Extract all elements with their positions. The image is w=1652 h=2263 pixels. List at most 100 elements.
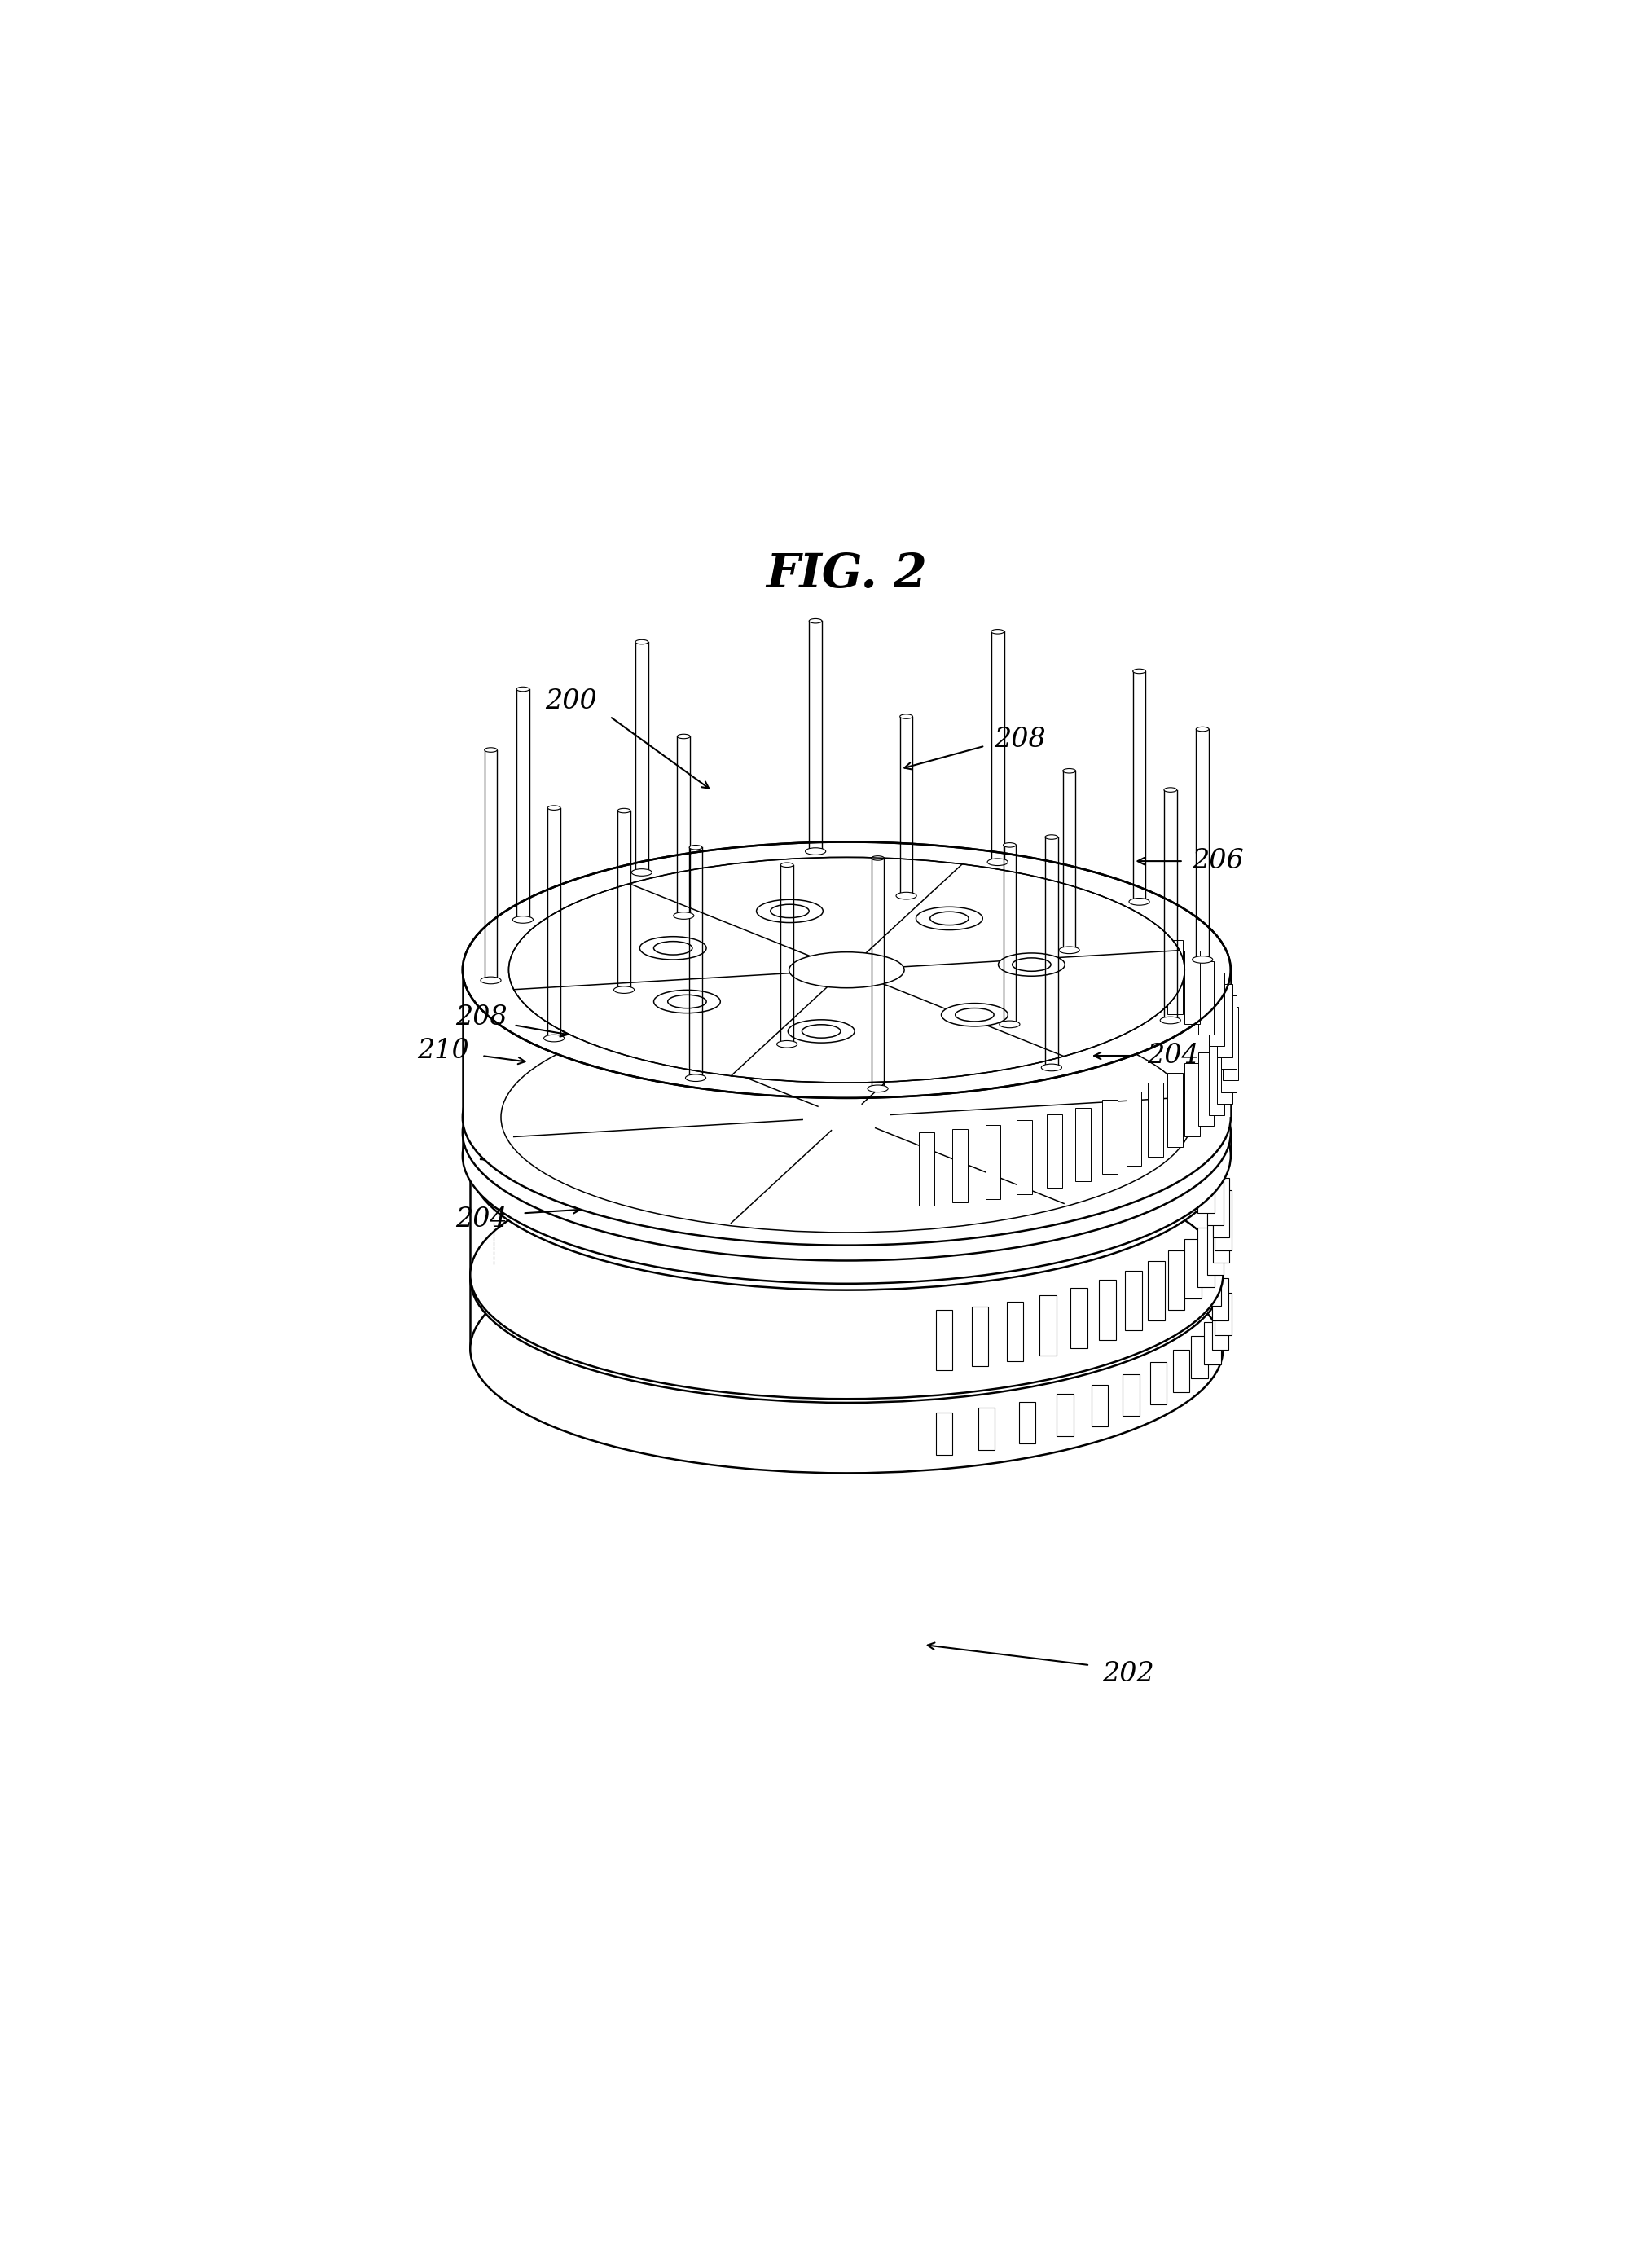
Ellipse shape xyxy=(471,1150,1222,1399)
FancyBboxPatch shape xyxy=(1075,905,1090,980)
FancyBboxPatch shape xyxy=(953,1129,968,1202)
Ellipse shape xyxy=(915,907,983,930)
FancyBboxPatch shape xyxy=(1168,941,1183,1014)
FancyBboxPatch shape xyxy=(1184,1240,1201,1299)
FancyBboxPatch shape xyxy=(1209,973,1224,1046)
Ellipse shape xyxy=(654,989,720,1014)
Ellipse shape xyxy=(790,953,904,989)
FancyBboxPatch shape xyxy=(1213,1204,1229,1263)
FancyBboxPatch shape xyxy=(1039,1294,1056,1356)
FancyBboxPatch shape xyxy=(1123,1211,1140,1254)
FancyBboxPatch shape xyxy=(1148,1082,1163,1156)
Text: 206: 206 xyxy=(1193,849,1244,874)
Ellipse shape xyxy=(674,912,694,919)
Ellipse shape xyxy=(544,1034,565,1041)
Ellipse shape xyxy=(930,912,968,926)
Ellipse shape xyxy=(463,1027,1231,1283)
Ellipse shape xyxy=(667,996,707,1009)
FancyBboxPatch shape xyxy=(1213,1177,1229,1238)
Ellipse shape xyxy=(928,1003,940,1007)
FancyBboxPatch shape xyxy=(1168,1073,1183,1147)
FancyBboxPatch shape xyxy=(1075,1107,1090,1181)
FancyBboxPatch shape xyxy=(1102,1100,1117,1174)
Ellipse shape xyxy=(512,917,534,923)
Ellipse shape xyxy=(788,1021,854,1043)
Ellipse shape xyxy=(909,1150,938,1161)
FancyBboxPatch shape xyxy=(1198,1227,1214,1288)
Ellipse shape xyxy=(999,1021,1019,1027)
Polygon shape xyxy=(776,1349,917,1439)
Ellipse shape xyxy=(991,629,1004,634)
Ellipse shape xyxy=(801,1025,841,1039)
FancyBboxPatch shape xyxy=(935,1310,953,1369)
Ellipse shape xyxy=(618,808,631,812)
FancyBboxPatch shape xyxy=(1125,1109,1142,1170)
Ellipse shape xyxy=(1046,835,1057,840)
Ellipse shape xyxy=(689,844,702,849)
FancyBboxPatch shape xyxy=(1204,1322,1221,1365)
Text: 200: 200 xyxy=(545,688,598,715)
FancyBboxPatch shape xyxy=(1125,1272,1142,1331)
Ellipse shape xyxy=(677,733,691,738)
Ellipse shape xyxy=(882,1446,914,1457)
FancyBboxPatch shape xyxy=(1099,1281,1115,1340)
FancyBboxPatch shape xyxy=(1057,1190,1074,1233)
FancyBboxPatch shape xyxy=(1214,1292,1231,1335)
FancyBboxPatch shape xyxy=(1127,921,1142,996)
Ellipse shape xyxy=(1062,769,1075,774)
FancyBboxPatch shape xyxy=(953,885,968,957)
FancyBboxPatch shape xyxy=(1173,1349,1189,1392)
FancyBboxPatch shape xyxy=(1092,1202,1108,1242)
FancyBboxPatch shape xyxy=(1191,1335,1208,1378)
FancyBboxPatch shape xyxy=(1184,950,1199,1025)
FancyBboxPatch shape xyxy=(971,1075,988,1134)
Text: 204: 204 xyxy=(1146,1043,1199,1068)
FancyBboxPatch shape xyxy=(1204,1263,1221,1306)
Polygon shape xyxy=(885,1159,988,1179)
Text: 208: 208 xyxy=(993,726,1046,754)
Ellipse shape xyxy=(770,905,809,919)
FancyBboxPatch shape xyxy=(1148,1260,1165,1322)
FancyBboxPatch shape xyxy=(1019,1184,1036,1227)
Ellipse shape xyxy=(603,1032,613,1036)
FancyBboxPatch shape xyxy=(978,1408,995,1451)
FancyBboxPatch shape xyxy=(1123,1374,1140,1417)
FancyBboxPatch shape xyxy=(1150,1222,1166,1265)
Ellipse shape xyxy=(471,1154,1222,1403)
Ellipse shape xyxy=(1165,788,1176,792)
Ellipse shape xyxy=(786,1428,907,1462)
Ellipse shape xyxy=(481,978,501,984)
FancyBboxPatch shape xyxy=(1221,996,1237,1068)
FancyBboxPatch shape xyxy=(1150,1362,1166,1405)
FancyBboxPatch shape xyxy=(1102,914,1117,987)
FancyBboxPatch shape xyxy=(985,889,1001,962)
FancyBboxPatch shape xyxy=(1208,1165,1224,1224)
FancyBboxPatch shape xyxy=(1047,1113,1062,1188)
FancyBboxPatch shape xyxy=(1218,984,1232,1057)
FancyBboxPatch shape xyxy=(1070,1288,1087,1349)
FancyBboxPatch shape xyxy=(1191,1249,1208,1292)
Ellipse shape xyxy=(631,869,653,876)
Ellipse shape xyxy=(867,1084,889,1093)
FancyBboxPatch shape xyxy=(1019,1401,1036,1444)
FancyBboxPatch shape xyxy=(1173,1236,1189,1279)
Ellipse shape xyxy=(1133,670,1145,674)
FancyBboxPatch shape xyxy=(1198,1052,1213,1127)
FancyBboxPatch shape xyxy=(1184,1141,1201,1202)
FancyBboxPatch shape xyxy=(1168,1132,1184,1190)
Ellipse shape xyxy=(501,1003,1193,1233)
Polygon shape xyxy=(471,1165,1222,1274)
FancyBboxPatch shape xyxy=(971,1306,988,1367)
Ellipse shape xyxy=(1013,957,1051,971)
FancyBboxPatch shape xyxy=(1148,1120,1165,1179)
Ellipse shape xyxy=(1003,842,1016,846)
Text: 208: 208 xyxy=(456,1005,507,1030)
Ellipse shape xyxy=(781,862,793,867)
Ellipse shape xyxy=(463,1005,1231,1260)
FancyBboxPatch shape xyxy=(1218,1030,1232,1104)
FancyBboxPatch shape xyxy=(1213,1279,1229,1319)
Ellipse shape xyxy=(471,1041,1222,1290)
Text: FIG. 2: FIG. 2 xyxy=(767,552,927,597)
Ellipse shape xyxy=(484,747,497,751)
Ellipse shape xyxy=(615,987,634,993)
